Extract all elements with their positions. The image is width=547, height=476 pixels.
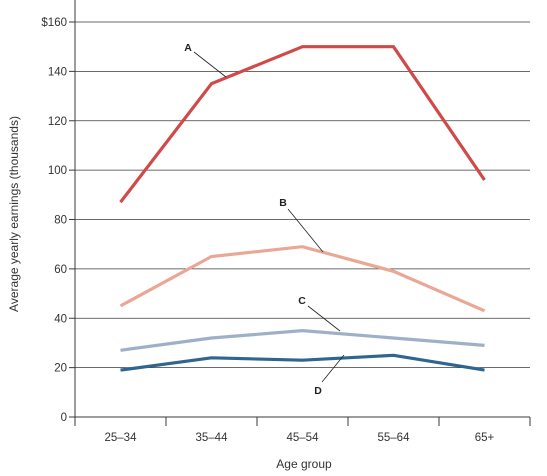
series-line-b — [119, 245, 486, 313]
x-tick-label: 25–34 — [105, 432, 138, 444]
y-tick-label: $160 — [41, 17, 67, 29]
y-axis-title: Average yearly earnings (thousands) — [7, 116, 21, 312]
y-tick-label: 60 — [54, 264, 67, 276]
leader-line-d — [321, 354, 345, 383]
series-label-d: D — [314, 385, 322, 397]
y-tick-label: 40 — [54, 313, 67, 325]
series-labels: A B C D — [184, 42, 345, 397]
series-lines — [119, 45, 486, 372]
x-tick-label: 65+ — [475, 432, 495, 444]
y-tick-label: 0 — [61, 412, 67, 424]
y-tick-label: 20 — [54, 363, 67, 375]
leader-line-a — [193, 51, 227, 78]
gridlines — [75, 21, 530, 369]
x-tick-label: 35–44 — [196, 432, 229, 444]
x-tick-label: 55–64 — [378, 432, 411, 444]
series-line-a — [119, 45, 486, 204]
series-line-c — [120, 328, 485, 352]
leader-line-b — [287, 208, 324, 253]
y-tick-label: 120 — [48, 116, 67, 128]
series-label-c: C — [298, 295, 306, 307]
axes: 0 20 40 60 80 100 120 140 $160 25–34 35–44 45–54 55–… — [41, 0, 531, 444]
series-label-b: B — [279, 197, 287, 209]
series-label-a: A — [184, 42, 192, 54]
leader-line-c — [307, 305, 341, 332]
x-tick-label: 45–54 — [287, 432, 320, 444]
y-tick-label: 80 — [54, 215, 67, 227]
y-tick-label: 140 — [48, 66, 67, 78]
x-axis-title: Age group — [276, 457, 332, 471]
series-line-d — [120, 353, 485, 372]
y-tick-label: 100 — [48, 165, 67, 177]
